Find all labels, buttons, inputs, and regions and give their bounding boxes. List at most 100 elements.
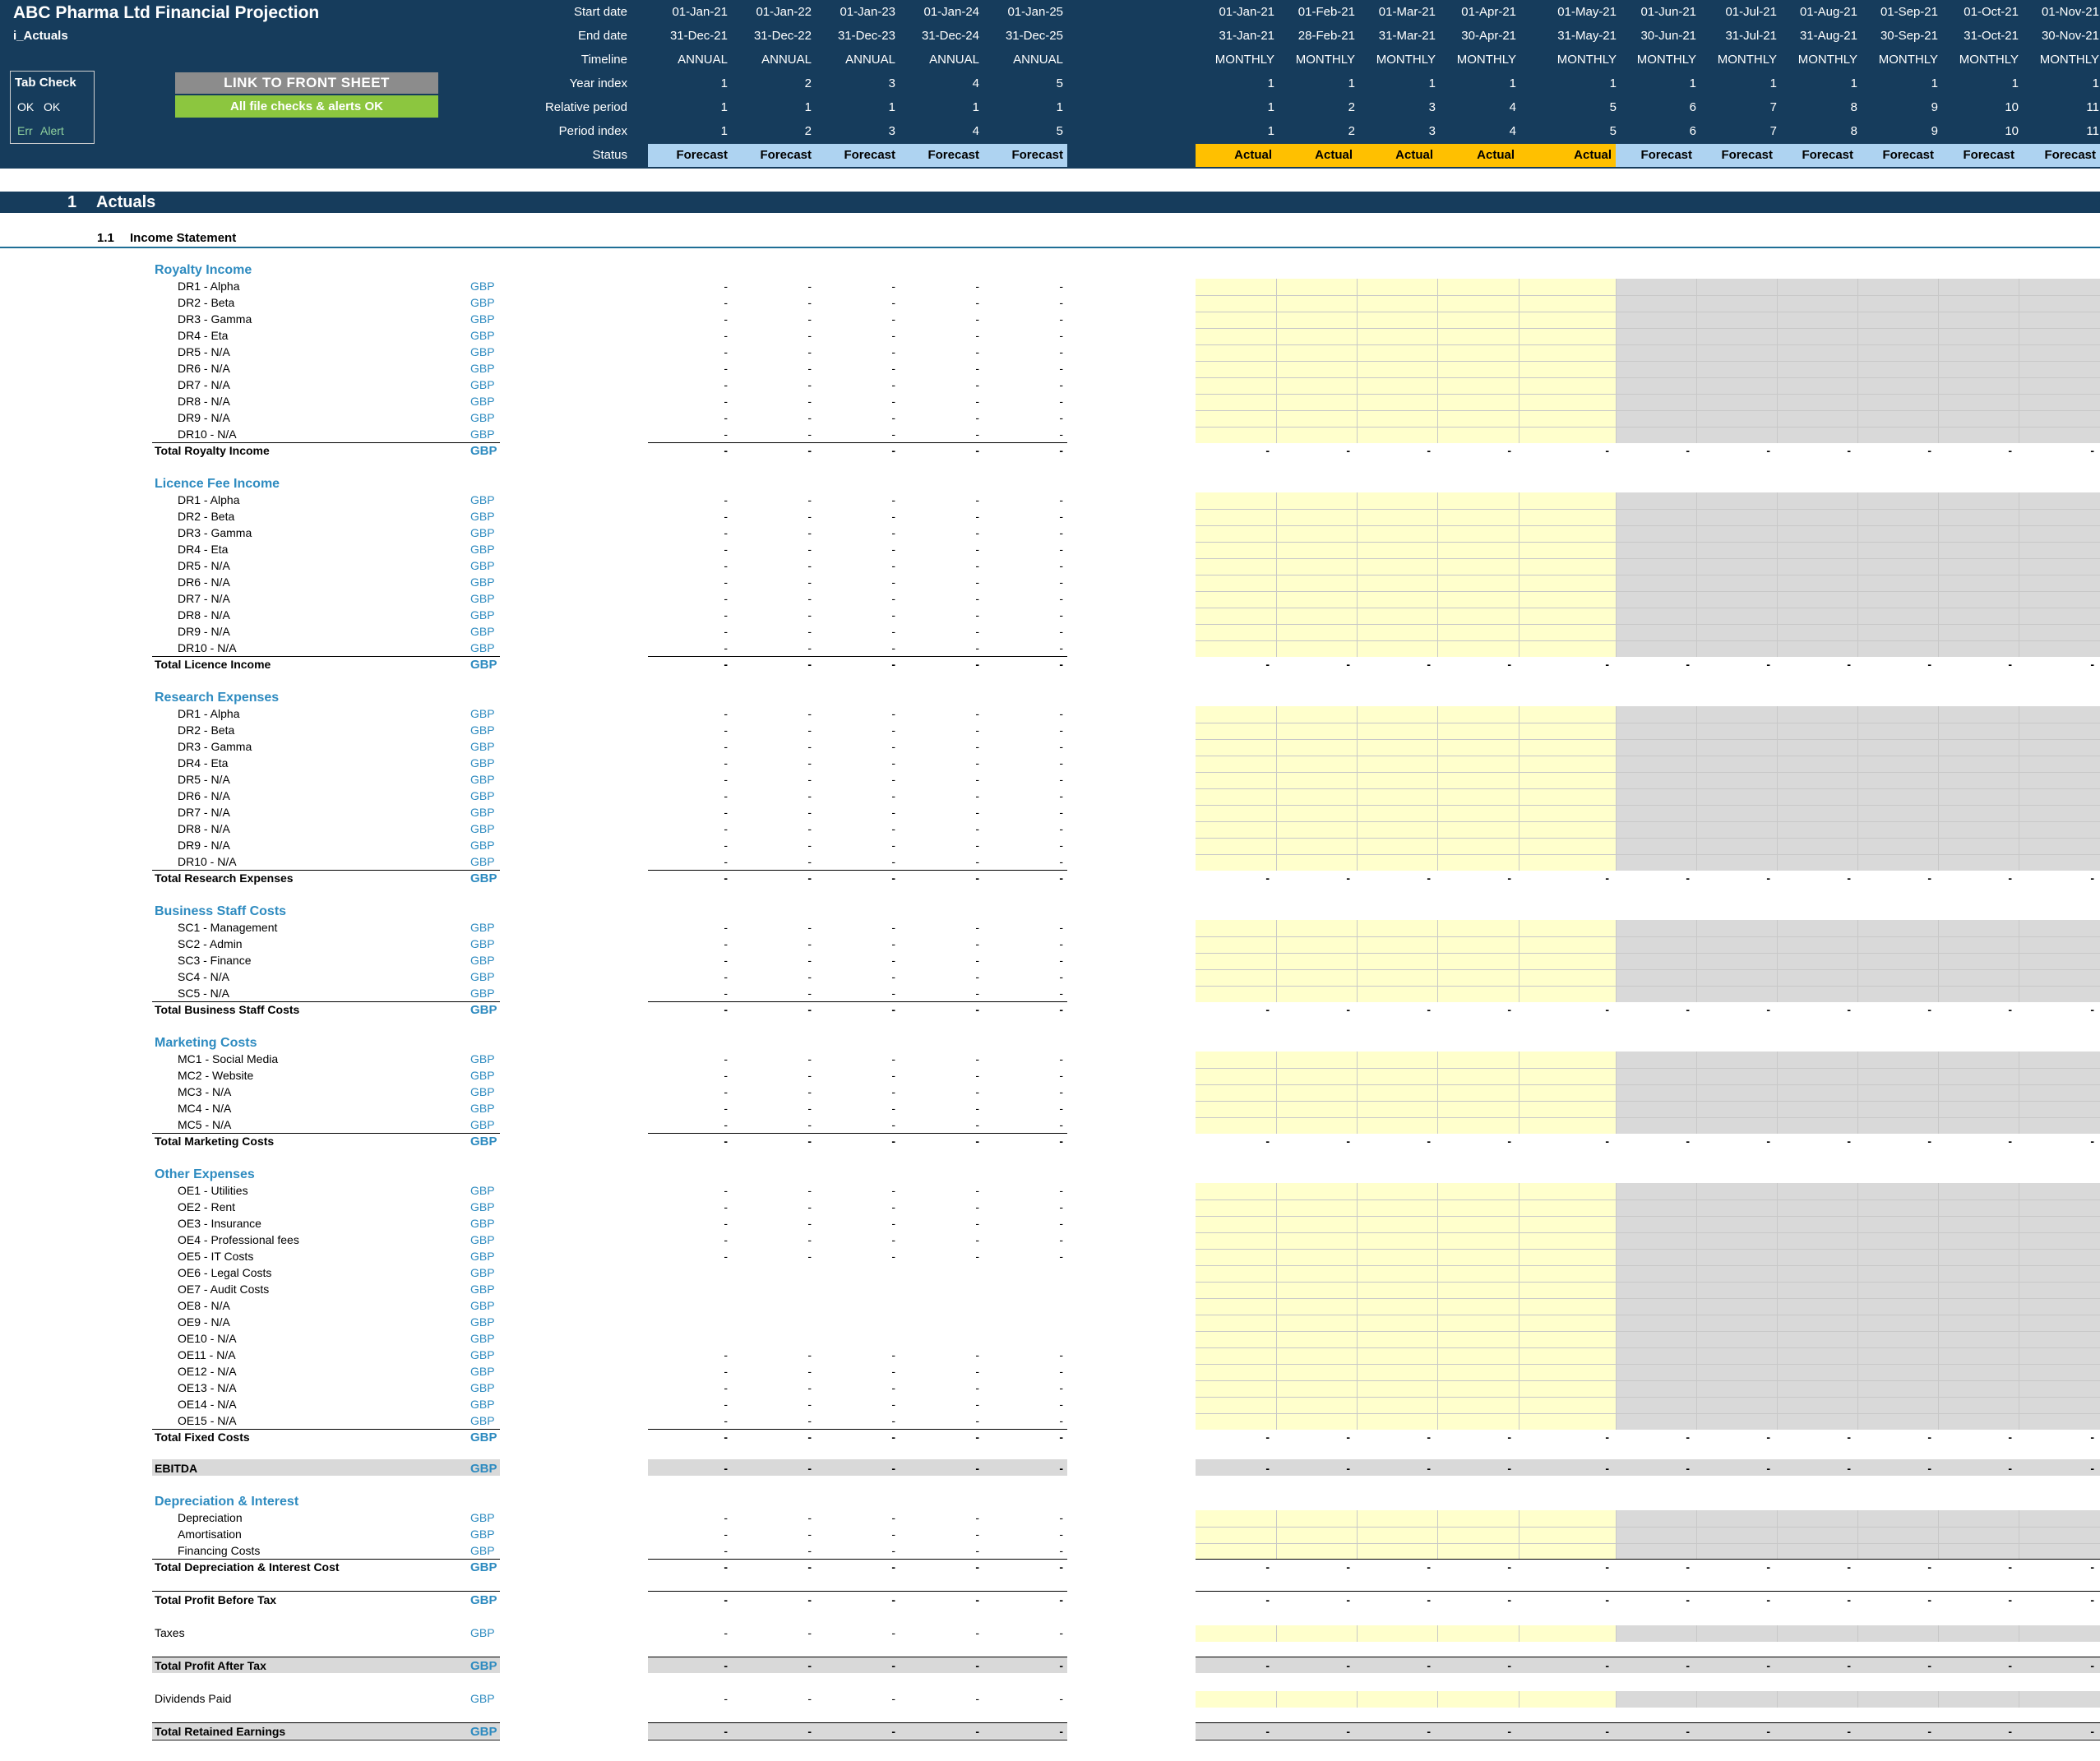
value-cell: - [724, 280, 728, 293]
value-cell: - [1427, 1135, 1431, 1148]
value-cell: - [1059, 592, 1063, 605]
value-cell: - [975, 510, 979, 523]
value-cell: - [724, 1431, 728, 1444]
group-title: Depreciation & Interest [155, 1495, 299, 1509]
value-cell: - [1059, 789, 1063, 802]
subsection-title: Income Statement [130, 231, 237, 245]
value-cell: - [891, 312, 895, 326]
unit-label: GBP [470, 1135, 497, 1149]
value-cell: - [807, 559, 812, 572]
link-to-front-sheet-button[interactable]: LINK TO FRONT SHEET [175, 72, 438, 94]
line-item-label: DR3 - Gamma [178, 312, 252, 326]
value-cell: - [724, 1414, 728, 1427]
value-cell: - [975, 937, 979, 950]
value-cell: - [1766, 1462, 1770, 1475]
value-cell: - [1059, 1544, 1063, 1557]
value-cell: - [975, 1659, 979, 1672]
value-cell: - [891, 411, 895, 424]
value-cell: - [807, 1692, 812, 1705]
line-item-label: DR6 - N/A [178, 362, 230, 375]
header-timeline-cell: ANNUAL [678, 53, 728, 67]
unit-label: GBP [470, 1266, 495, 1279]
value-cell: - [1605, 1135, 1609, 1148]
value-cell: - [975, 444, 979, 457]
value-cell: - [1427, 658, 1431, 671]
value-cell: - [807, 1233, 812, 1246]
line-item-label: DR2 - Beta [178, 296, 235, 309]
value-cell: - [975, 1200, 979, 1213]
header-start-cell: 01-Mar-21 [1378, 5, 1436, 19]
grid-line [1938, 920, 1939, 1002]
value-cell: - [1847, 1560, 1851, 1574]
actual-input-area[interactable] [1196, 1691, 1617, 1708]
value-cell: - [1766, 658, 1770, 671]
unit-label: GBP [470, 1118, 495, 1131]
value-cell: - [975, 493, 979, 506]
value-cell: - [1059, 855, 1063, 868]
value-cell: - [1059, 395, 1063, 408]
grid-line [1196, 986, 2100, 987]
unit-label: GBP [470, 773, 495, 786]
line-item-label: Depreciation [178, 1511, 243, 1524]
header-rel-cell: 6 [1689, 100, 1696, 114]
header-timeline-cell: ANNUAL [1013, 53, 1063, 67]
grid-line [1857, 1183, 1858, 1430]
value-cell: - [975, 329, 979, 342]
actual-input-area[interactable] [1196, 1052, 1617, 1134]
grid-line [1196, 1117, 2100, 1118]
actual-input-area[interactable] [1196, 1625, 1617, 1642]
grid-line [1276, 1052, 1277, 1134]
value-cell: - [1059, 1200, 1063, 1213]
header-period-cell: 2 [804, 124, 812, 138]
value-cell: - [724, 526, 728, 539]
unit-label: GBP [470, 1511, 495, 1524]
grid-line [1696, 1691, 1697, 1708]
actual-input-area[interactable] [1196, 1183, 1617, 1430]
value-cell: - [975, 1398, 979, 1411]
header-rel-cell: 1 [1056, 100, 1063, 114]
value-cell: - [724, 1511, 728, 1524]
header-rel-cell: 1 [804, 100, 812, 114]
value-cell: - [1059, 378, 1063, 391]
value-cell: - [724, 329, 728, 342]
actual-input-area[interactable] [1196, 920, 1617, 1002]
unit-label: GBP [470, 575, 495, 589]
value-cell: - [1766, 444, 1770, 457]
value-cell: - [807, 428, 812, 441]
value-cell: - [1427, 1593, 1431, 1606]
value-cell: - [807, 510, 812, 523]
value-cell: - [807, 395, 812, 408]
total-rule [152, 870, 500, 871]
unit-label: GBP [470, 1003, 497, 1017]
status-cell: Forecast [983, 144, 1067, 167]
value-cell: - [1346, 1560, 1350, 1574]
line-item-label: MC2 - Website [178, 1069, 254, 1082]
unit-label: GBP [470, 592, 495, 605]
value-cell: - [807, 1200, 812, 1213]
unit-label: GBP [470, 444, 497, 458]
line-item-label: DR7 - N/A [178, 806, 230, 819]
value-cell: - [807, 608, 812, 622]
value-cell: - [1927, 1003, 1931, 1016]
header-start-cell: 01-Jan-21 [1219, 5, 1274, 19]
grid-line [1357, 1052, 1358, 1134]
value-cell: - [724, 723, 728, 737]
header-rel-cell: 9 [1931, 100, 1938, 114]
value-cell: - [724, 1233, 728, 1246]
value-cell: - [2090, 1135, 2094, 1148]
value-cell: - [807, 1544, 812, 1557]
value-cell: - [975, 954, 979, 967]
actual-input-area[interactable] [1196, 1510, 1617, 1560]
value-cell: - [1686, 1003, 1690, 1016]
value-cell: - [1059, 296, 1063, 309]
value-cell: - [975, 312, 979, 326]
grid-line [1777, 1625, 1778, 1642]
value-cell: - [1059, 1431, 1063, 1444]
grid-line [1616, 1052, 1617, 1134]
value-cell: - [807, 839, 812, 852]
unit-label: GBP [470, 1348, 495, 1361]
pat-shade [648, 1657, 1067, 1673]
header-end-cell: 31-Mar-21 [1378, 29, 1436, 43]
line-item-label: DR3 - Gamma [178, 740, 252, 753]
value-cell: - [807, 1348, 812, 1361]
